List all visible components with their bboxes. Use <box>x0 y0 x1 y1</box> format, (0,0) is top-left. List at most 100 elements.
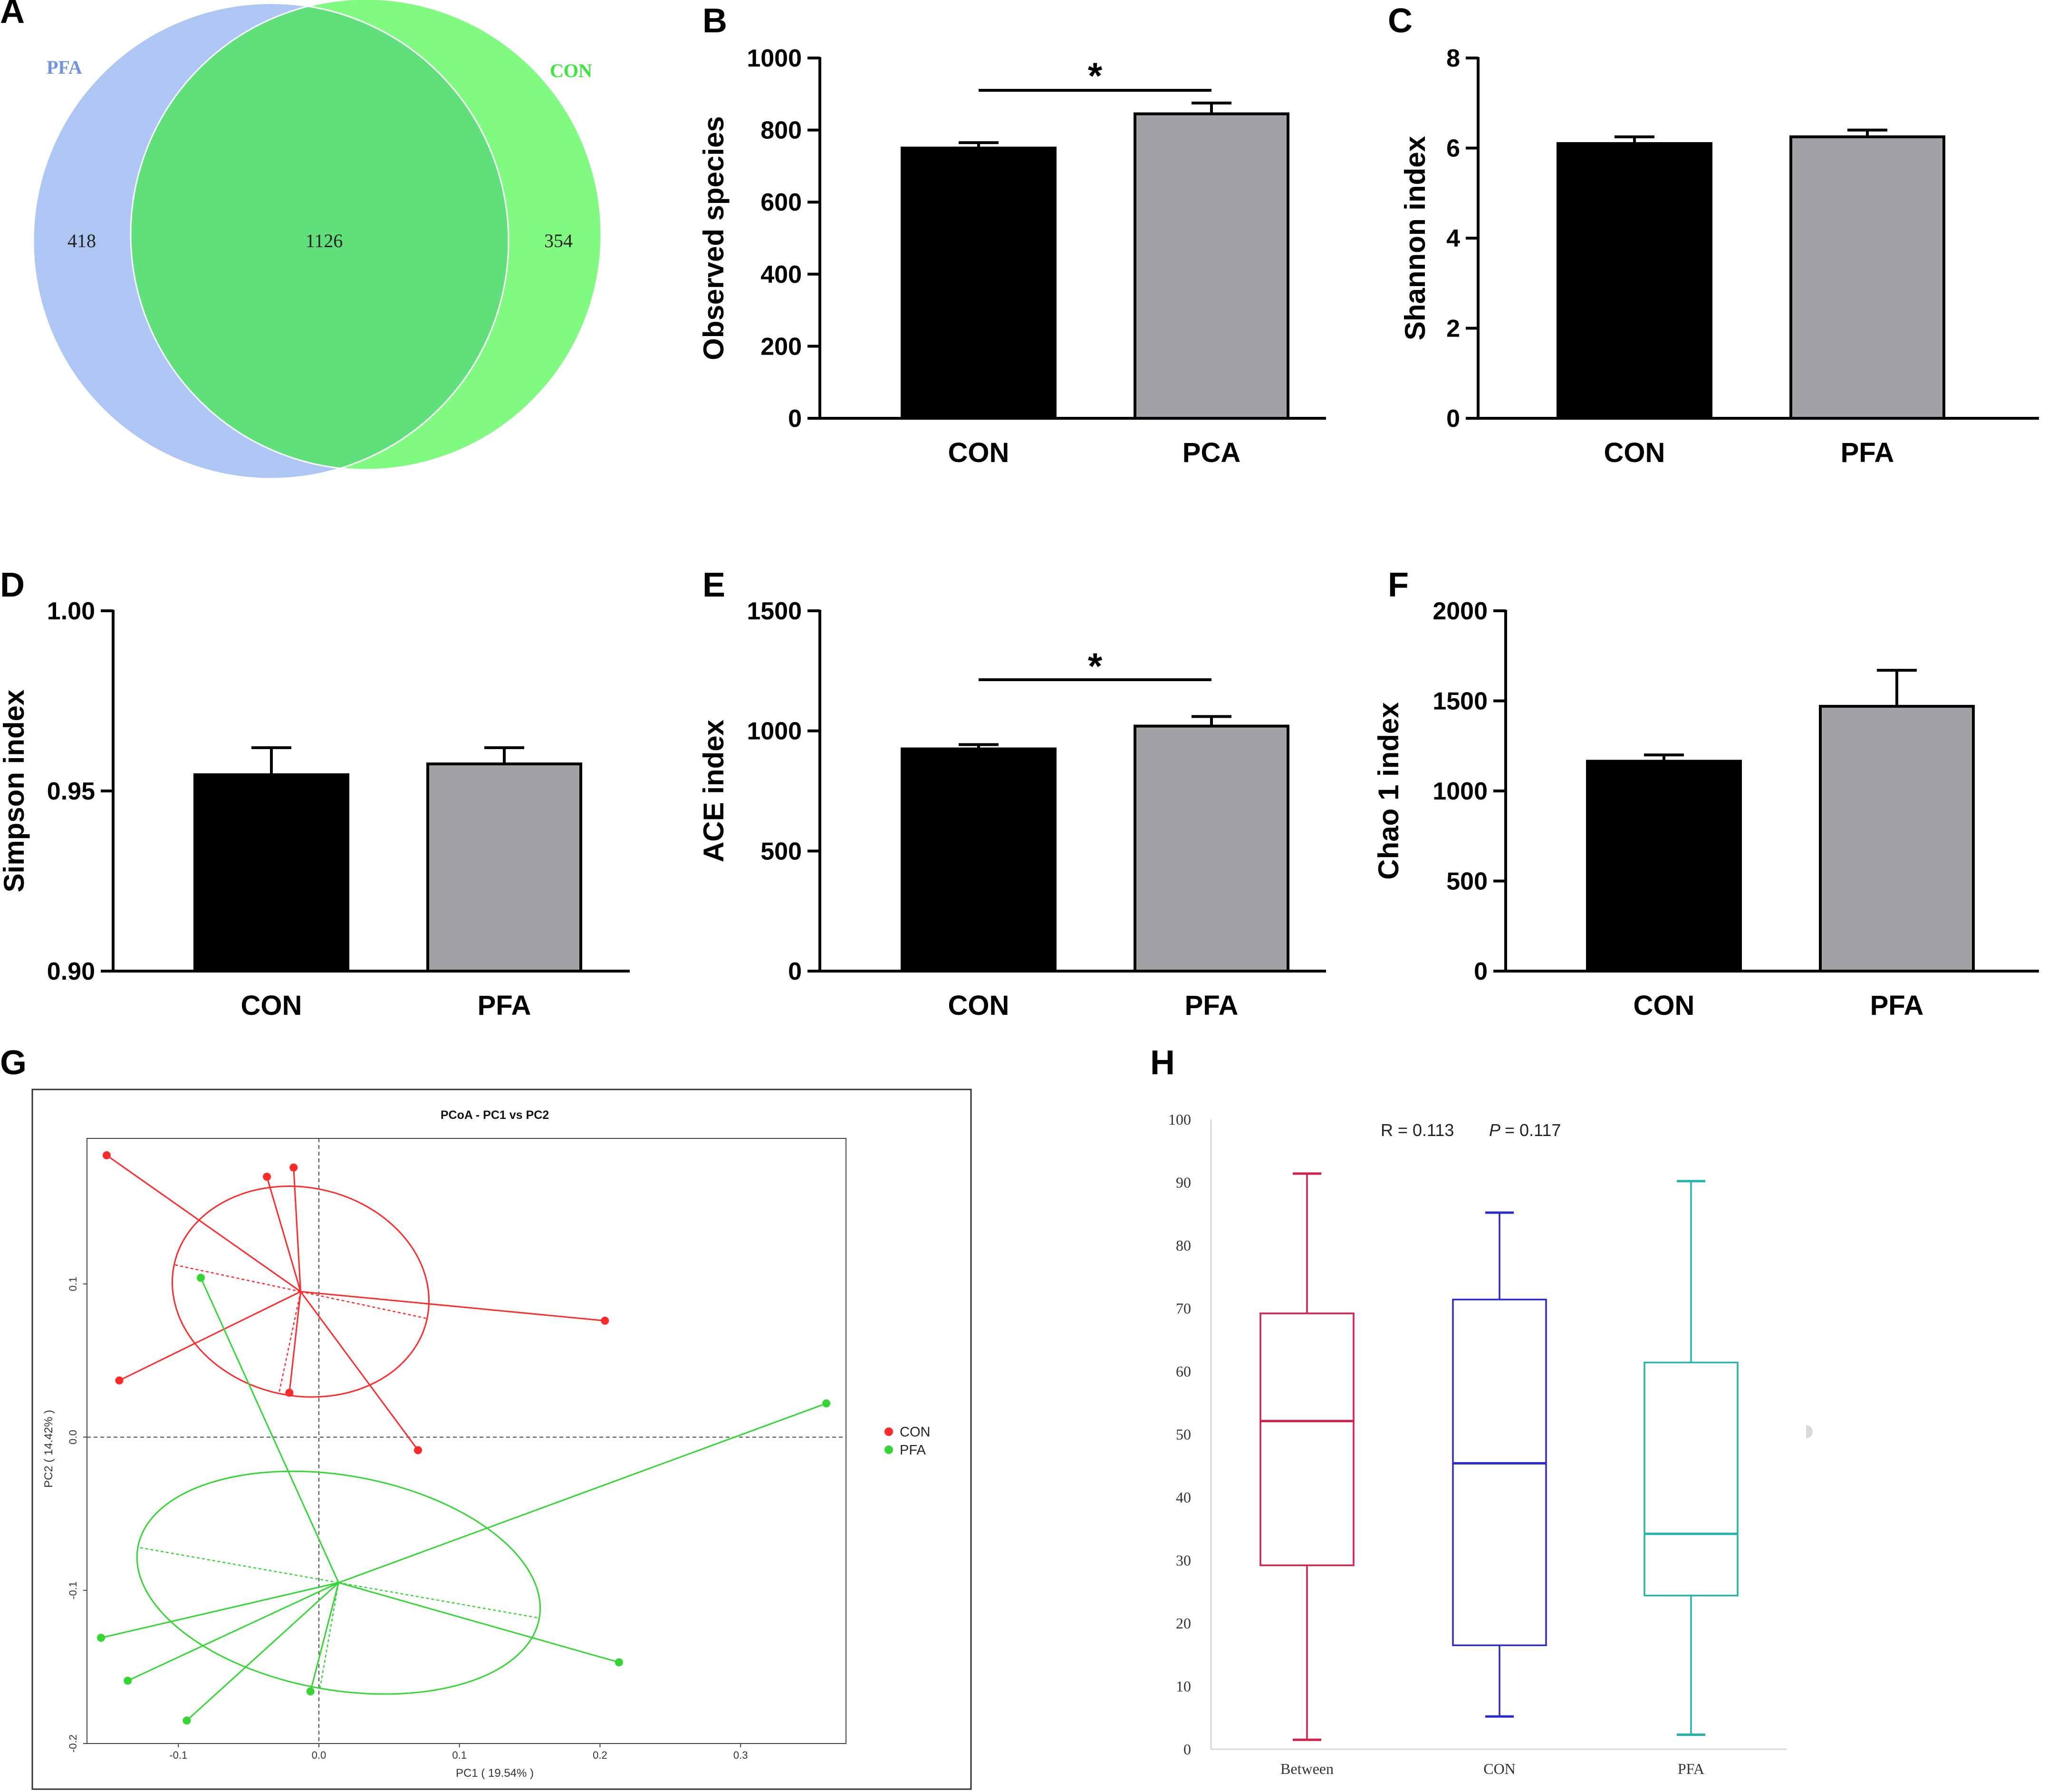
panel-label-g: G <box>0 1044 27 1082</box>
spider-line-pfa <box>101 1582 339 1639</box>
category-label: CON <box>1604 437 1665 468</box>
category-label: PFA <box>1870 990 1924 1021</box>
panel-h: H R = 0.113 P = 0.117 0 10 20 30 40 50 60 70 80 9… <box>1150 1044 1813 1777</box>
y-tick-label: 20 <box>1176 1615 1191 1632</box>
y-tick-label: 4 <box>1446 225 1460 252</box>
y-tick-label: 30 <box>1176 1552 1191 1569</box>
y-tick-label: 1500 <box>747 597 802 625</box>
y-tick-label: 0.90 <box>47 958 95 985</box>
venn-outline-pfa <box>32 2 509 480</box>
point-pfa <box>306 1687 315 1696</box>
category-label: CON <box>948 990 1009 1021</box>
y-tick-label: 1000 <box>747 45 802 72</box>
point-con <box>285 1388 294 1397</box>
panel-label-h: H <box>1150 1044 1175 1082</box>
spider-line-con <box>106 1155 301 1292</box>
point-pfa <box>615 1658 623 1667</box>
point-con <box>601 1317 609 1325</box>
panel-label-d: D <box>0 566 25 604</box>
y-tick-label: 600 <box>760 189 802 216</box>
x-tick-label: -0.1 <box>169 1749 187 1761</box>
y-tick-label: 500 <box>1446 868 1488 896</box>
y-axis-label: ACE index <box>698 720 730 862</box>
point-pfa <box>124 1676 132 1685</box>
panel-label-a: A <box>0 0 25 30</box>
bar <box>1819 704 1975 973</box>
spider-line-pfa <box>309 1582 339 1692</box>
venn-count-con-only: 354 <box>544 230 573 251</box>
point-pfa <box>197 1273 205 1282</box>
y-tick-label: 50 <box>1176 1426 1191 1443</box>
point-pfa <box>97 1634 106 1642</box>
y-axis-label: Chao 1 index <box>1373 702 1404 879</box>
y-tick-label: 800 <box>760 117 802 145</box>
y-axis-label: Shannon index <box>1399 136 1431 340</box>
bar <box>426 762 582 973</box>
category-label: PFA <box>1185 990 1239 1021</box>
y-tick-label: 100 <box>1168 1111 1191 1128</box>
point-con <box>289 1163 298 1172</box>
category-label: PCA <box>1182 437 1240 468</box>
panel-label-e: E <box>702 566 725 604</box>
y-tick-label: 0 <box>788 405 802 433</box>
stray-marker-mask <box>1799 1424 1806 1439</box>
y-tick-label: 1000 <box>1432 778 1488 805</box>
ellipse-axis-con <box>300 1291 427 1320</box>
spider-line-pfa <box>338 1403 827 1584</box>
y-tick-label: 2000 <box>1432 597 1488 625</box>
y-tick-label: 2 <box>1446 315 1460 343</box>
y-tick-label: 200 <box>760 333 802 360</box>
y-tick-label: 1.00 <box>47 597 95 625</box>
y-tick-label: 1000 <box>747 718 802 745</box>
y-tick-label: 90 <box>1176 1174 1191 1191</box>
y-tick-label: 6 <box>1446 135 1460 163</box>
category-label: Between <box>1280 1760 1334 1777</box>
x-tick-label: 0.0 <box>312 1749 327 1761</box>
spider-line-pfa <box>186 1582 339 1721</box>
plot-frame <box>87 1138 846 1744</box>
spider-line-pfa <box>200 1277 339 1583</box>
y-tick-label: 0.0 <box>67 1430 79 1445</box>
point-con <box>413 1446 422 1455</box>
bar <box>1557 142 1712 420</box>
y-tick-label: 80 <box>1176 1237 1191 1254</box>
point-con <box>102 1151 111 1159</box>
ellipse-axis-pfa <box>319 1582 339 1688</box>
category-label: CON <box>1483 1760 1516 1777</box>
venn-label-pfa: PFA <box>47 57 82 78</box>
ellipse-axis-pfa <box>338 1582 539 1619</box>
bar <box>193 773 349 973</box>
panel-label-f: F <box>1388 566 1409 604</box>
x-tick-label: 0.1 <box>452 1749 467 1761</box>
y-tick-label: -0.2 <box>67 1734 79 1753</box>
x-tick-label: 0.3 <box>733 1749 748 1761</box>
ellipse-axis-con <box>174 1264 301 1292</box>
significance-star: * <box>1088 55 1103 96</box>
ellipse-axis-con <box>278 1291 301 1394</box>
spider-line-pfa <box>338 1582 619 1663</box>
pcoa-x-label: PC1 ( 19.54% ) <box>456 1767 534 1780</box>
bar <box>1586 760 1742 973</box>
panel-label-c: C <box>1388 2 1413 40</box>
pcoa-y-label: PC2 ( 14.42% ) <box>42 1410 55 1488</box>
y-tick-label: -0.1 <box>67 1581 79 1599</box>
legend-marker-con <box>884 1427 893 1436</box>
legend-marker-pfa <box>884 1445 893 1454</box>
box-stat-p-value: = 0.117 <box>1505 1120 1561 1140</box>
y-tick-label: 0 <box>1446 405 1460 433</box>
venn-count-shared: 1126 <box>306 230 343 251</box>
box <box>1259 1312 1355 1566</box>
venn-label-con: CON <box>550 60 592 81</box>
y-tick-label: 8 <box>1446 45 1460 72</box>
panel-a: A PFA CON 418 1126 354 <box>0 0 602 480</box>
bar <box>1789 135 1945 420</box>
bar <box>1134 724 1289 973</box>
x-tick-label: 0.2 <box>593 1749 607 1761</box>
spider-line-con <box>300 1291 419 1451</box>
point-pfa <box>183 1716 191 1725</box>
y-axis-label: Observed species <box>698 116 730 360</box>
box <box>1452 1299 1547 1647</box>
y-tick-label: 10 <box>1176 1678 1191 1695</box>
spider-line-con <box>293 1167 302 1292</box>
